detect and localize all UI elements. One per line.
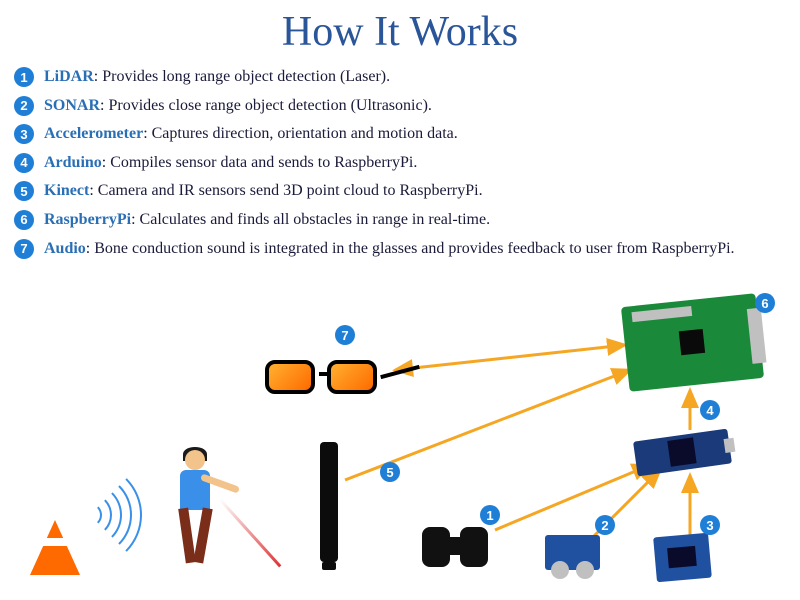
node-badge: 6 bbox=[755, 293, 775, 313]
item-label: Audio bbox=[44, 240, 86, 257]
item-desc: : Calculates and finds all obstacles in … bbox=[131, 211, 490, 228]
item-desc: : Camera and IR sensors send 3D point cl… bbox=[89, 182, 482, 199]
list-item: 6 RaspberryPi: Calculates and finds all … bbox=[14, 209, 800, 231]
item-desc: : Bone conduction sound is integrated in… bbox=[86, 240, 735, 257]
item-desc: : Captures direction, orientation and mo… bbox=[143, 125, 458, 142]
item-label: RaspberryPi bbox=[44, 211, 131, 228]
item-label: Accelerometer bbox=[44, 125, 143, 142]
node-badge: 2 bbox=[595, 515, 615, 535]
bullet-icon: 2 bbox=[14, 96, 34, 116]
bullet-icon: 1 bbox=[14, 67, 34, 87]
list-item: 2 SONAR: Provides close range object det… bbox=[14, 95, 800, 117]
page-title: How It Works bbox=[0, 0, 800, 56]
item-desc: : Provides long range object detection (… bbox=[94, 68, 390, 85]
list-item: 3 Accelerometer: Captures direction, ori… bbox=[14, 123, 800, 145]
item-label: LiDAR bbox=[44, 68, 94, 85]
item-desc: : Compiles sensor data and sends to Rasp… bbox=[102, 154, 418, 171]
bullet-icon: 4 bbox=[14, 153, 34, 173]
node-glasses bbox=[265, 360, 385, 400]
node-accel bbox=[655, 535, 710, 580]
item-label: Kinect bbox=[44, 182, 89, 199]
node-arduino bbox=[635, 435, 730, 470]
system-diagram: 7 1 2 3 4 6 5 bbox=[0, 290, 800, 600]
list-item: 7 Audio: Bone conduction sound is integr… bbox=[14, 238, 800, 260]
flow-arrow bbox=[395, 345, 625, 370]
node-badge: 7 bbox=[335, 325, 355, 345]
node-badge: 4 bbox=[700, 400, 720, 420]
node-badge: 1 bbox=[480, 505, 500, 525]
flow-arrow bbox=[495, 465, 650, 530]
bullet-icon: 3 bbox=[14, 124, 34, 144]
node-lidar bbox=[420, 525, 490, 570]
node-person bbox=[165, 450, 225, 570]
node-sonar bbox=[545, 535, 600, 570]
item-desc: : Provides close range object detection … bbox=[100, 97, 432, 114]
bullet-icon: 5 bbox=[14, 181, 34, 201]
item-label: SONAR bbox=[44, 97, 100, 114]
item-label: Arduino bbox=[44, 154, 102, 171]
list-item: 4 Arduino: Compiles sensor data and send… bbox=[14, 152, 800, 174]
component-list: 1 LiDAR: Provides long range object dete… bbox=[0, 66, 800, 259]
bullet-icon: 7 bbox=[14, 239, 34, 259]
node-badge: 3 bbox=[700, 515, 720, 535]
node-kinect bbox=[320, 442, 338, 562]
node-rpi bbox=[625, 300, 760, 385]
list-item: 5 Kinect: Camera and IR sensors send 3D … bbox=[14, 180, 800, 202]
node-badge: 5 bbox=[380, 462, 400, 482]
bullet-icon: 6 bbox=[14, 210, 34, 230]
list-item: 1 LiDAR: Provides long range object dete… bbox=[14, 66, 800, 88]
